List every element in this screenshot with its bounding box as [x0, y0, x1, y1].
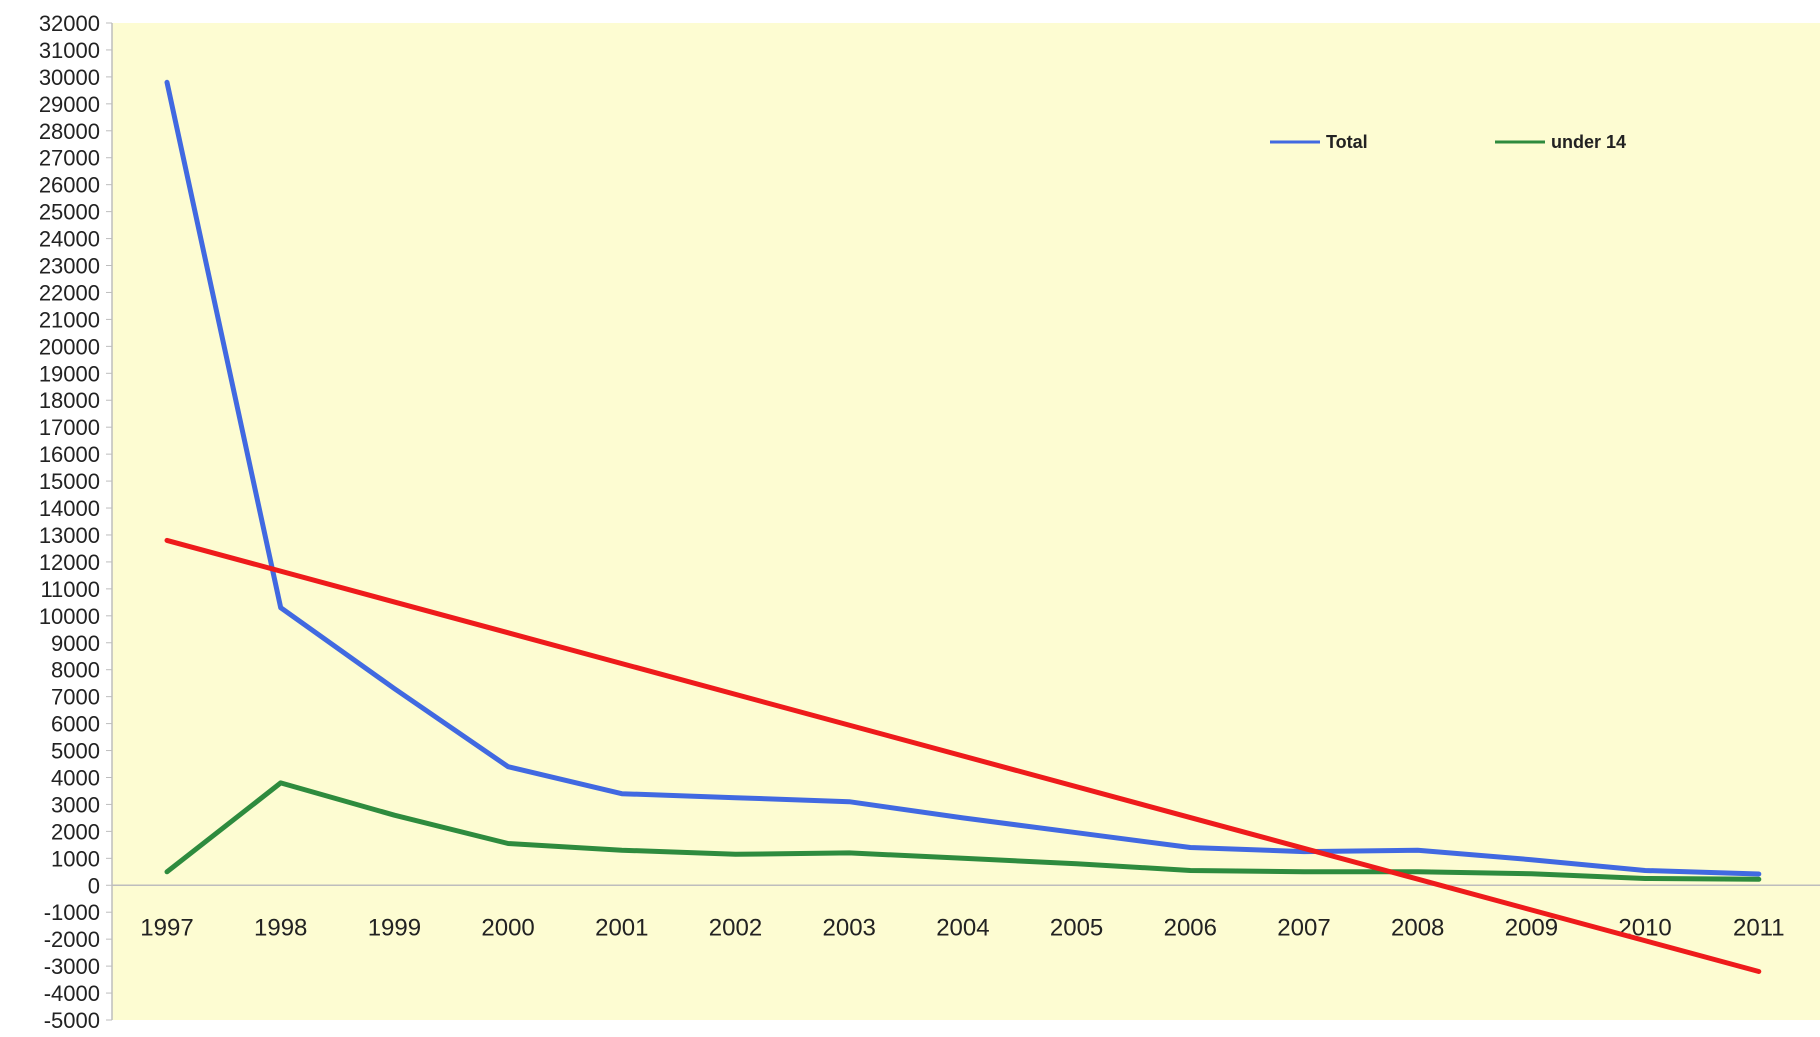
y-tick-label: 30000 — [39, 65, 100, 90]
x-tick-label: 2009 — [1505, 914, 1558, 941]
x-tick-label: 1997 — [140, 914, 193, 941]
plot-background — [112, 23, 1820, 1020]
x-tick-label: 2011 — [1733, 914, 1785, 941]
y-tick-label: 24000 — [39, 227, 100, 252]
y-tick-label: 10000 — [39, 604, 100, 629]
x-tick-label: 2001 — [595, 914, 648, 941]
y-tick-label: 27000 — [39, 146, 100, 171]
x-tick-label: 2008 — [1391, 914, 1444, 941]
series-line-total — [164, 79, 1762, 877]
y-tick-label: -2000 — [44, 927, 100, 952]
legend-label: Total — [1326, 132, 1368, 152]
y-tick-label: -4000 — [44, 981, 100, 1006]
y-tick-label: 2000 — [51, 819, 100, 844]
x-tick-label: 2003 — [823, 914, 876, 941]
series-layer — [164, 79, 1762, 974]
y-tick-label: 6000 — [51, 712, 100, 737]
y-tick-label: 20000 — [39, 334, 100, 359]
x-tick-label: 1998 — [254, 914, 307, 941]
y-tick-label: 12000 — [39, 550, 100, 575]
y-axis-ticks: 3200031000300002900028000270002600025000… — [39, 11, 112, 1033]
x-tick-label: 2005 — [1050, 914, 1103, 941]
y-tick-label: 18000 — [39, 388, 100, 413]
y-tick-label: 8000 — [51, 658, 100, 683]
x-tick-label: 2002 — [709, 914, 762, 941]
y-tick-label: 31000 — [39, 38, 100, 63]
x-tick-label: 2004 — [936, 914, 989, 941]
y-tick-label: 15000 — [39, 469, 100, 494]
y-tick-label: 7000 — [51, 685, 100, 710]
x-tick-label: 2000 — [481, 914, 534, 941]
y-tick-label: 21000 — [39, 307, 100, 332]
x-tick-label: 2006 — [1164, 914, 1217, 941]
y-tick-label: 19000 — [39, 361, 100, 386]
y-tick-label: 22000 — [39, 280, 100, 305]
x-tick-label: 2007 — [1277, 914, 1330, 941]
y-tick-label: 29000 — [39, 92, 100, 117]
y-tick-label: 1000 — [51, 846, 100, 871]
y-tick-label: -3000 — [44, 954, 100, 979]
x-tick-label: 1999 — [368, 914, 421, 941]
y-tick-label: 32000 — [39, 11, 100, 36]
legend-label: under 14 — [1551, 132, 1626, 152]
y-tick-label: 23000 — [39, 254, 100, 279]
y-tick-label: -1000 — [44, 900, 100, 925]
y-tick-label: 9000 — [51, 631, 100, 656]
y-tick-label: 4000 — [51, 765, 100, 790]
y-tick-label: 17000 — [39, 415, 100, 440]
y-tick-label: 11000 — [40, 577, 100, 602]
y-tick-label: 3000 — [51, 792, 100, 817]
y-tick-label: 25000 — [39, 200, 100, 225]
y-tick-label: -5000 — [44, 1008, 100, 1032]
y-tick-label: 13000 — [39, 523, 100, 548]
x-axis-ticks: 1997 1998 1999 2000 2001 2002 2003 2004 2005 2006… — [140, 914, 1784, 941]
y-tick-label: 14000 — [39, 496, 100, 521]
series-line-trend — [164, 537, 1762, 974]
y-tick-label: 26000 — [39, 173, 100, 198]
legend: Total under 14 — [1270, 132, 1626, 152]
y-tick-label: 0 — [88, 873, 100, 898]
y-tick-label: 16000 — [39, 442, 100, 467]
y-tick-label: 5000 — [51, 739, 100, 764]
series-line-under-14 — [164, 780, 1762, 882]
y-tick-label: 28000 — [39, 119, 100, 144]
